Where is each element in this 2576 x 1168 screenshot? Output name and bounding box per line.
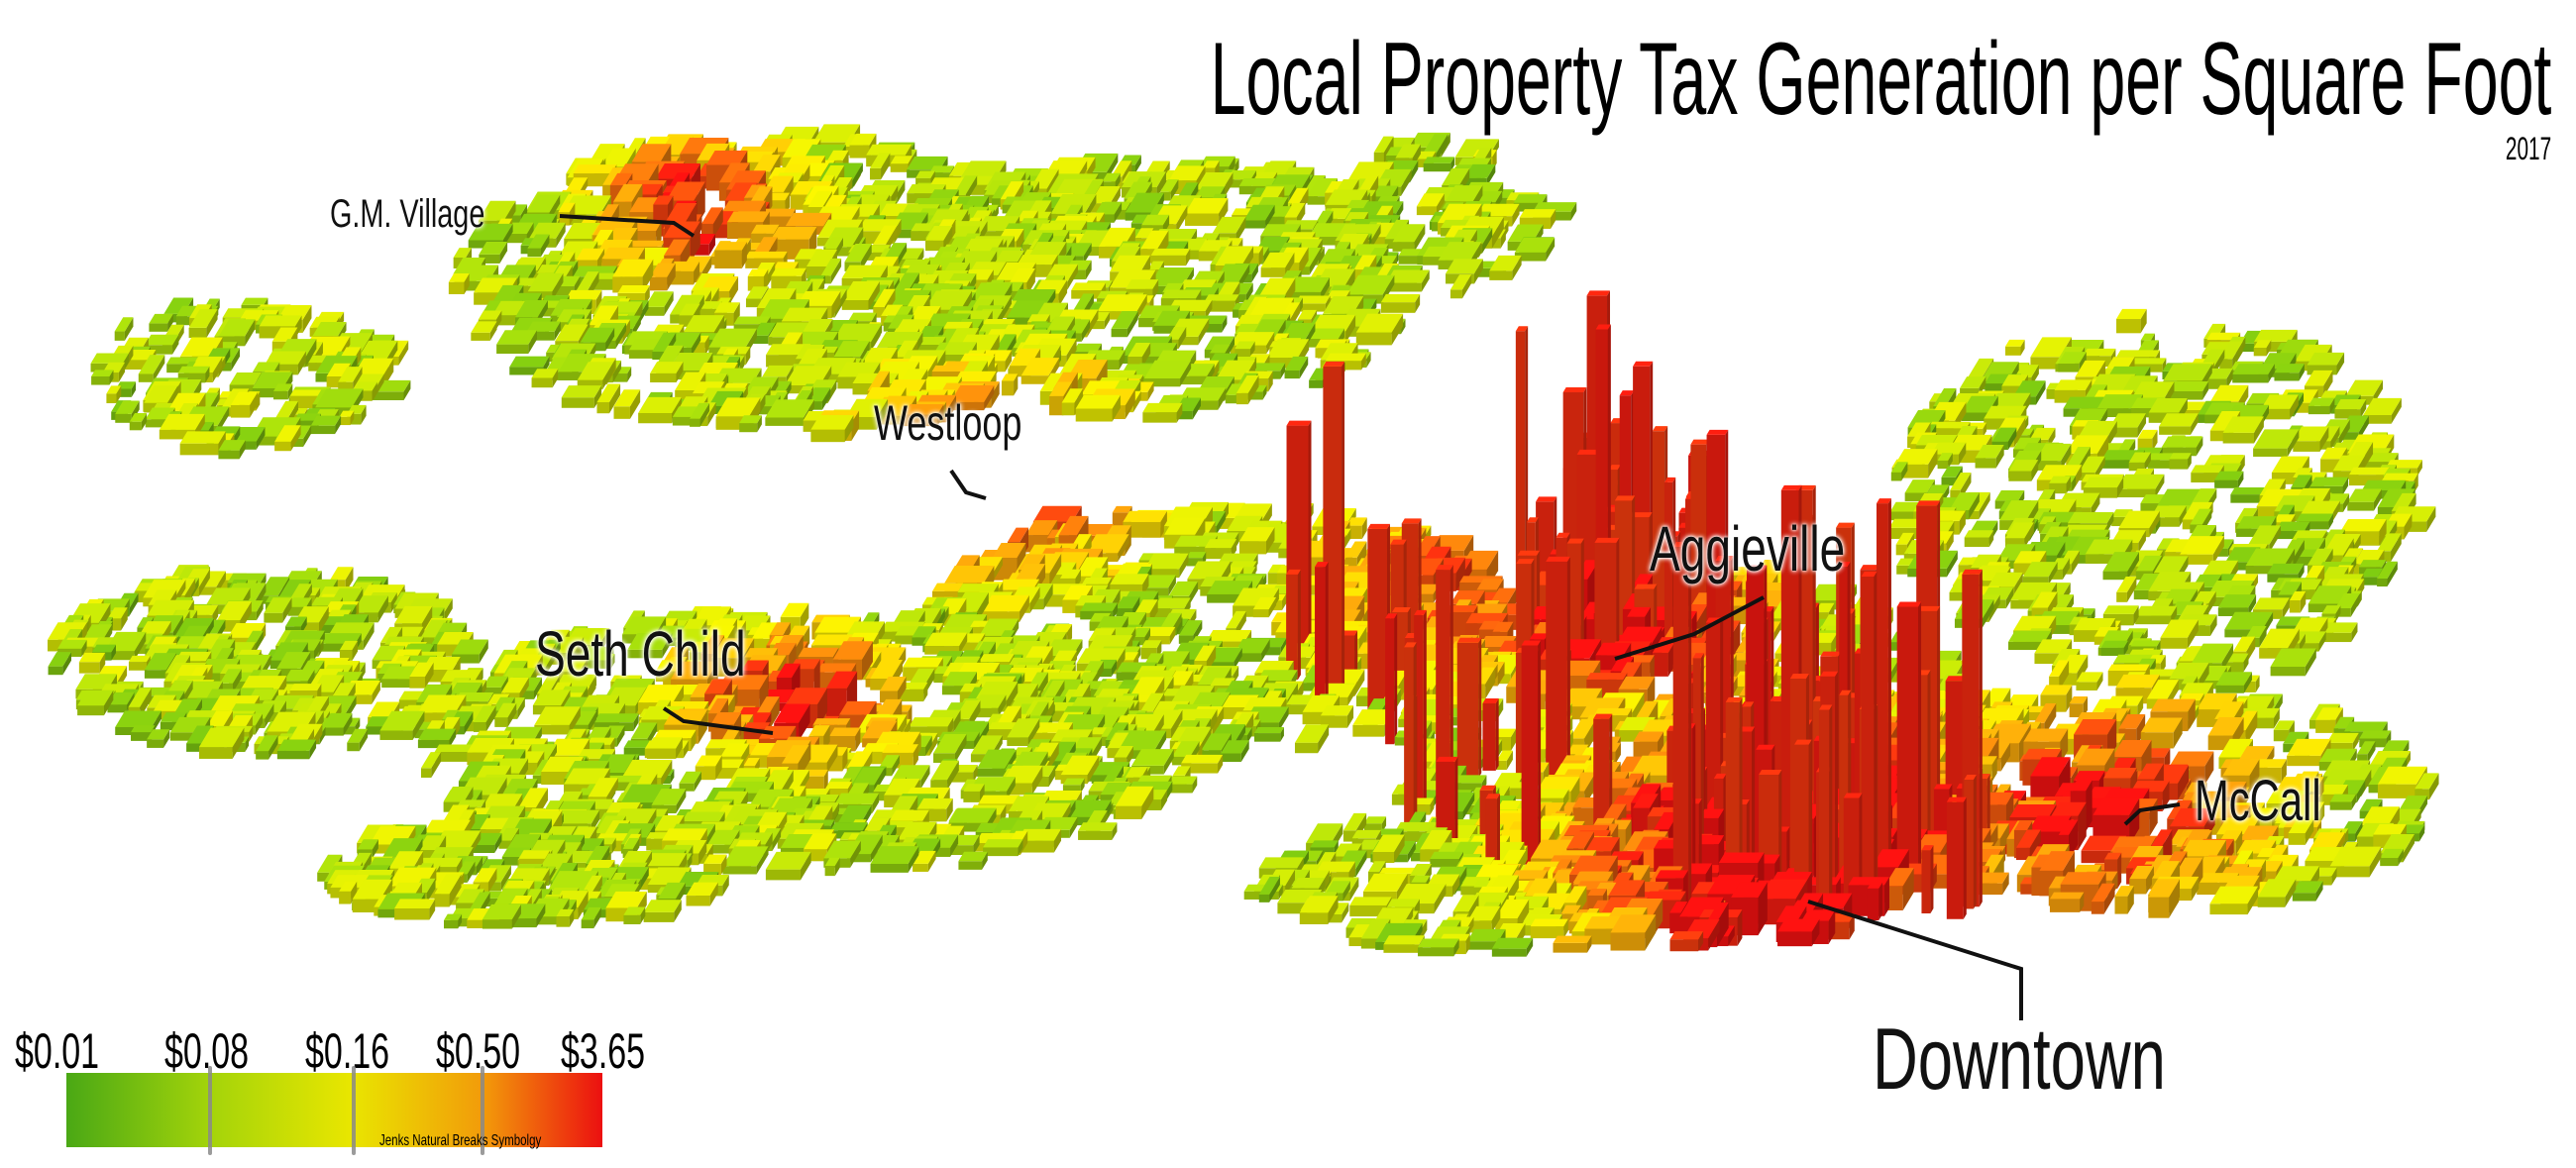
parcel-block xyxy=(983,839,1023,857)
leader-westloop xyxy=(949,469,987,500)
parcel-block xyxy=(276,739,317,760)
parcel-block xyxy=(1482,698,1499,771)
parcel-block xyxy=(1546,556,1570,778)
parcel-block xyxy=(1456,637,1482,779)
label-mccall: McCall xyxy=(2195,769,2321,833)
parcel-block xyxy=(114,317,134,341)
legend-tick xyxy=(208,1066,212,1155)
parcel-block xyxy=(1078,822,1118,840)
parcel-block xyxy=(1160,179,1179,201)
parcel-block xyxy=(1142,402,1183,423)
parcel-block xyxy=(1876,498,1891,896)
parcel-block xyxy=(2253,429,2300,457)
parcel-block xyxy=(531,369,559,388)
parcel-block xyxy=(1385,613,1398,745)
parcel-block xyxy=(2308,397,2335,415)
parcel-block xyxy=(1491,937,1534,957)
parcel-block xyxy=(1075,394,1121,422)
parcel-block xyxy=(765,851,811,881)
map-title: Local Property Tax Generation per Square… xyxy=(1210,22,2551,137)
parcel-block xyxy=(930,760,959,791)
parcel-block xyxy=(1294,724,1330,754)
parcel-blocks xyxy=(48,124,2439,957)
parcel-block xyxy=(2049,892,2085,912)
parcel-block xyxy=(933,734,967,763)
parcel-block xyxy=(1521,640,1542,865)
parcel-block xyxy=(2116,576,2137,602)
parcel-block xyxy=(561,385,602,408)
legend-note: Jenks Natural Breaks Symbolgy xyxy=(379,1132,542,1149)
parcel-block xyxy=(1416,193,1445,216)
parcel-block xyxy=(310,415,342,435)
parcel-block xyxy=(1867,882,1882,921)
parcel-block xyxy=(1672,541,1692,905)
parcel-block xyxy=(1380,293,1421,313)
legend-break-3: $0.16 xyxy=(305,1023,390,1079)
parcel-block xyxy=(1921,845,1934,914)
label-downtown: Downtown xyxy=(1873,1009,2166,1108)
parcel-block xyxy=(1669,931,1704,952)
parcel-block xyxy=(2214,471,2244,488)
parcel-block xyxy=(646,737,683,759)
parcel-block xyxy=(1489,255,1522,280)
parcel-block xyxy=(2232,364,2275,383)
legend-break-2: $0.08 xyxy=(164,1023,250,1079)
parcel-block xyxy=(1861,571,1878,910)
legend-break-4: $0.50 xyxy=(436,1023,521,1079)
parcel-block xyxy=(1777,918,1820,947)
parcel-block xyxy=(471,321,497,341)
parcel-block xyxy=(78,652,106,674)
parcel-block xyxy=(394,899,436,920)
parcel-block xyxy=(2326,732,2359,752)
parcel-block xyxy=(1404,642,1417,826)
parcel-block xyxy=(2114,886,2134,914)
parcel-block xyxy=(48,652,72,676)
parcel-block xyxy=(1315,562,1329,716)
parcel-block xyxy=(496,330,537,355)
parcel-block xyxy=(1964,530,1994,548)
parcel-block xyxy=(91,370,114,385)
parcel-block xyxy=(1946,796,1967,919)
legend-break-5: $3.65 xyxy=(561,1023,646,1079)
map-year: 2017 xyxy=(2505,131,2551,166)
parcel-block xyxy=(2169,453,2192,470)
legend-tick xyxy=(352,1066,356,1155)
parcel-block xyxy=(870,153,891,180)
label-seth-child: Seth Child xyxy=(535,618,746,690)
label-aggieville: Aggieville xyxy=(1650,513,1846,584)
parcel-block xyxy=(420,752,442,778)
parcel-block xyxy=(1896,601,1922,889)
parcel-block xyxy=(958,851,988,870)
parcel-block xyxy=(1253,727,1284,742)
parcel-block xyxy=(1423,157,1455,172)
parcel-block xyxy=(2329,794,2357,810)
parcel-block xyxy=(2116,308,2147,334)
parcel-block xyxy=(810,414,854,443)
parcel-block xyxy=(2004,339,2025,356)
parcel-block xyxy=(443,913,463,929)
parcel-block xyxy=(2274,364,2305,381)
parcel-block xyxy=(1553,935,1592,953)
parcel-block xyxy=(714,242,747,269)
parcel-block xyxy=(448,272,470,294)
parcel-block xyxy=(2100,640,2128,656)
parcel-block xyxy=(1530,918,1568,939)
label-westloop: Westloop xyxy=(874,395,1022,451)
parcel-block xyxy=(2159,413,2199,435)
parcel-block xyxy=(679,771,701,792)
parcel-block xyxy=(1418,938,1459,957)
legend-break-1: $0.01 xyxy=(15,1023,100,1079)
parcel-block xyxy=(1001,373,1019,396)
parcel-block xyxy=(2116,474,2165,498)
parcel-block xyxy=(739,415,762,433)
parcel-block xyxy=(2347,488,2382,511)
parcel-block xyxy=(643,900,682,922)
label-gm-village: G.M. Village xyxy=(330,192,485,236)
parcel-block xyxy=(1102,172,1121,190)
